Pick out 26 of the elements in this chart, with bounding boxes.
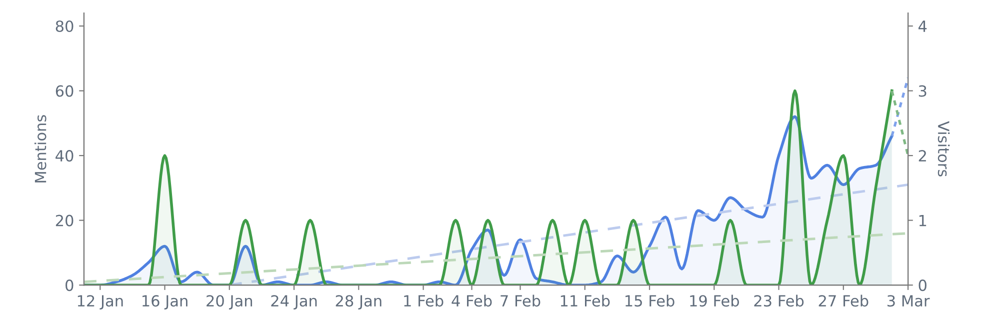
x-tick-label: 28 Jan <box>336 295 382 310</box>
x-tick-label: 27 Feb <box>818 294 868 307</box>
x-tick-label: 23 Feb <box>754 294 804 307</box>
x-tick-label: 16 Jan <box>142 295 188 310</box>
x-tick-label: 11 Feb <box>560 294 610 307</box>
x-tick-label: 15 Feb <box>626 294 674 307</box>
y2-tick-label: 0 <box>918 280 926 292</box>
x-tick-label: 3 Mar <box>888 295 930 307</box>
x-tick-label: 20 Jan <box>206 295 252 310</box>
y2-tick-label: 3 <box>918 85 926 97</box>
x-tick-label: 24 Jan <box>271 295 317 310</box>
y-tick-label: 80 <box>56 20 74 32</box>
y2-tick-label: 4 <box>918 20 927 32</box>
y2-axis-title: Visitors <box>938 121 950 176</box>
y-tick-label: 20 <box>56 214 74 226</box>
y-axis-title: Mentions <box>34 115 46 182</box>
x-tick-label: 4 Feb <box>452 294 492 307</box>
y-tick-label: 0 <box>66 280 74 292</box>
y-tick-label: 40 <box>56 150 74 162</box>
y2-tick-label: 2 <box>918 150 926 162</box>
y-tick-label: 60 <box>56 85 74 97</box>
x-tick-label: 7 Feb <box>500 294 540 307</box>
y2-tick-label: 1 <box>919 214 926 226</box>
x-tick-label: 1 Feb <box>404 294 444 307</box>
x-tick-label: 12 Jan <box>78 295 123 310</box>
x-tick-label: 19 Feb <box>690 294 739 307</box>
